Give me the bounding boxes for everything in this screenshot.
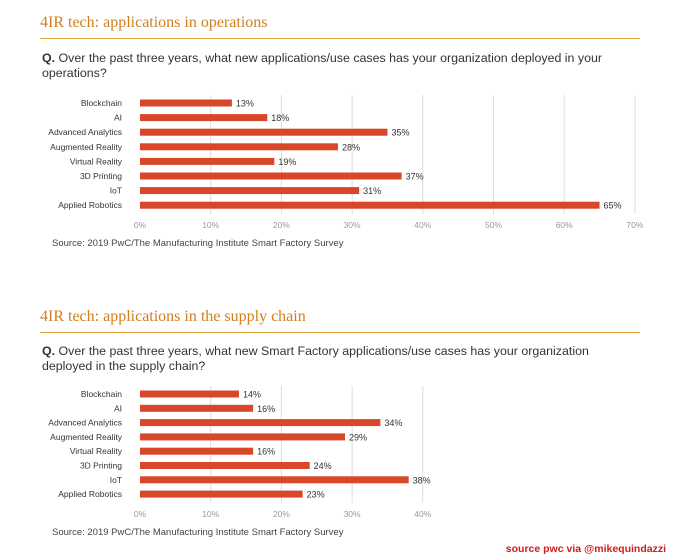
bar [140,419,381,427]
x-tick-label: 0% [134,509,147,519]
data-label: 31% [363,186,381,196]
operations-title: 4IR tech: applications in operations [40,14,268,31]
data-label: 13% [236,99,254,109]
bar [140,128,388,136]
credit-text: source pwc via @mikequindazzi [505,543,666,555]
category-label: IoT [110,186,122,196]
data-label: 18% [271,113,289,123]
bar [140,490,303,498]
category-label: Blockchain [81,98,122,108]
supply-chain-question: Q. Over the past three years, what new S… [42,344,602,374]
bar [140,201,600,209]
x-tick-label: 20% [273,220,290,230]
bar [140,404,254,412]
supply-chain-question-text: Over the past three years, what new Smar… [42,344,589,373]
category-label: Applied Robotics [58,200,122,210]
bar [140,157,275,165]
x-tick-label: 0% [134,220,147,230]
category-label: Advanced Analytics [48,418,122,428]
data-label: 23% [307,490,325,500]
bar [140,390,239,398]
x-tick-label: 40% [414,220,431,230]
x-tick-label: 60% [556,220,573,230]
data-label: 19% [278,157,296,167]
category-label: AI [114,403,122,413]
category-label: Applied Robotics [58,489,122,499]
category-label: 3D Printing [80,171,122,181]
supply-chain-title: 4IR tech: applications in the supply cha… [40,308,306,325]
data-label: 24% [314,461,332,471]
supply-chain-section: 4IR tech: applications in the supply cha… [0,270,680,540]
x-tick-label: 10% [202,509,219,519]
data-label: 38% [413,475,431,485]
supply-chain-bar-chart: 0% 10% 20% 30% 40% Blockchain 14% AI 16% Advanced… [48,386,432,519]
category-label: Augmented Reality [50,142,123,152]
data-label: 16% [257,404,275,414]
category-label: Augmented Reality [50,432,123,442]
bar [140,99,232,107]
x-tick-label: 20% [273,509,290,519]
supply-chain-title-rule [40,332,640,333]
data-label: 28% [342,142,360,152]
supply-chain-source: Source: 2019 PwC/The Manufacturing Insti… [52,527,344,538]
category-label: 3D Printing [80,461,122,471]
bar [140,433,346,441]
operations-source: Source: 2019 PwC/The Manufacturing Insti… [52,238,344,249]
supply-chain-question-prefix: Q. [42,344,56,358]
bar [140,447,254,455]
category-label: Virtual Reality [70,446,123,456]
operations-title-rule [40,38,640,39]
category-label: Virtual Reality [70,156,123,166]
data-label: 35% [391,128,409,138]
x-tick-label: 30% [344,509,361,519]
data-label: 65% [604,201,622,211]
x-tick-label: 10% [202,220,219,230]
category-label: IoT [110,475,122,485]
x-tick-label: 40% [414,509,431,519]
data-label: 34% [384,418,402,428]
bar [140,172,402,180]
bar [140,476,409,484]
x-tick-label: 70% [626,220,643,230]
category-label: Blockchain [81,389,122,399]
bar [140,143,338,151]
data-label: 37% [406,172,424,182]
operations-question: Q. Over the past three years, what new a… [42,51,602,81]
operations-section: 4IR tech: applications in operations Q. … [0,0,680,270]
category-label: AI [114,113,122,123]
operations-question-prefix: Q. [42,51,56,65]
bar [140,462,310,469]
category-label: Advanced Analytics [48,127,122,137]
bar [140,114,268,122]
data-label: 29% [349,432,367,442]
data-label: 16% [257,447,275,457]
data-label: 14% [243,390,261,400]
x-tick-label: 50% [485,220,502,230]
operations-question-text: Over the past three years, what new appl… [42,51,602,80]
bar [140,187,360,195]
operations-bar-chart: 0% 10% 20% 30% 40% 50% 60% 70% Blockchain 13% AI 18… [48,95,644,230]
x-tick-label: 30% [344,220,361,230]
